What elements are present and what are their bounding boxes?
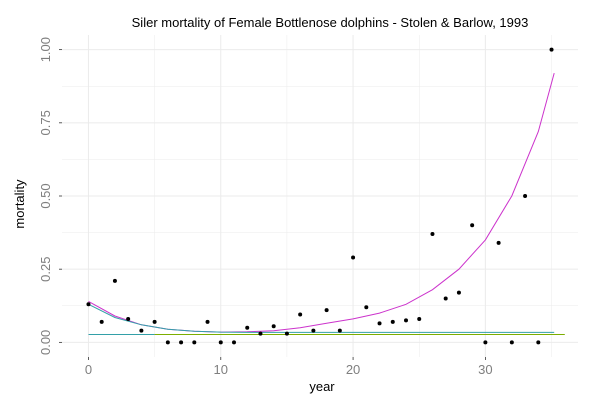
data-point — [509, 340, 514, 345]
data-point — [404, 318, 408, 323]
data-point — [245, 325, 250, 330]
data-point — [179, 340, 184, 345]
chart-title: Siler mortality of Female Bottlenose dol… — [132, 15, 529, 30]
data-point — [443, 296, 448, 301]
data-point — [324, 308, 329, 313]
data-point — [337, 328, 342, 333]
y-tick-label: 0.50 — [38, 183, 53, 208]
data-point — [456, 290, 461, 295]
y-axis-ticks: 0.00 0.25 0.50 0.75 1.00 — [38, 37, 62, 355]
data-point — [232, 340, 236, 345]
data-point — [470, 223, 475, 228]
data-point — [165, 340, 170, 345]
data-point — [86, 302, 91, 307]
data-point — [417, 316, 422, 321]
data-point — [549, 47, 554, 52]
data-point — [192, 340, 197, 345]
data-point — [126, 316, 131, 321]
data-point — [364, 305, 369, 310]
data-point — [351, 255, 356, 260]
grid — [62, 35, 578, 357]
points-layer — [86, 47, 554, 345]
x-axis-ticks: 0 10 20 30 — [85, 357, 493, 377]
y-tick-label: 0.00 — [38, 330, 53, 355]
data-point — [258, 331, 263, 336]
data-point — [152, 319, 157, 324]
y-tick-label: 1.00 — [38, 37, 53, 62]
x-axis-title: year — [309, 379, 335, 394]
data-point — [139, 328, 144, 333]
data-point — [284, 331, 289, 336]
data-point — [536, 340, 541, 345]
data-point — [523, 194, 528, 198]
data-point — [99, 319, 104, 324]
data-point — [483, 340, 488, 345]
data-point — [430, 232, 435, 237]
data-point — [377, 321, 382, 326]
data-point — [311, 328, 316, 333]
x-tick-label: 0 — [85, 362, 92, 377]
series-line-0 — [88, 72, 555, 333]
y-tick-label: 0.75 — [38, 110, 53, 135]
y-axis-title: mortality — [12, 179, 27, 229]
data-point — [112, 278, 117, 283]
data-point — [298, 312, 303, 317]
series-line-1 — [88, 303, 555, 333]
data-point — [218, 340, 223, 345]
data-point — [496, 240, 501, 245]
data-point — [271, 324, 276, 329]
data-point — [205, 319, 210, 324]
y-tick-label: 0.25 — [38, 257, 53, 282]
data-point — [390, 319, 395, 324]
series-layer — [88, 72, 565, 335]
x-tick-label: 20 — [346, 362, 360, 377]
x-tick-label: 30 — [478, 362, 492, 377]
x-tick-label: 10 — [214, 362, 228, 377]
